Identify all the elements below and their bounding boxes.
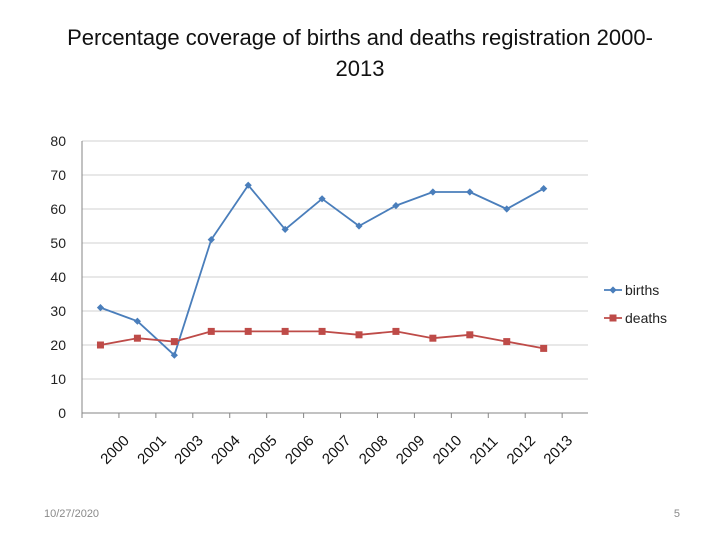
data-point-deaths <box>96 341 104 349</box>
data-point-births <box>318 195 326 203</box>
x-tick-label: 2011 <box>467 433 502 468</box>
legend-label-births: births <box>625 282 659 298</box>
data-point-deaths <box>133 334 141 342</box>
data-point-deaths <box>244 327 252 335</box>
y-tick-label: 40 <box>50 269 66 285</box>
slide-title-line-2: 2013 <box>335 56 385 81</box>
data-point-deaths <box>466 331 474 339</box>
y-tick-label: 30 <box>50 303 66 319</box>
x-tick-label: 2013 <box>540 432 576 468</box>
data-point-deaths <box>207 327 215 335</box>
x-tick-label: 2007 <box>319 432 355 468</box>
data-point-births <box>503 205 511 213</box>
x-tick-label: 2000 <box>97 432 133 468</box>
y-tick-label: 20 <box>50 337 66 353</box>
footer-date: 10/27/2020 <box>44 508 100 520</box>
data-point-deaths <box>281 327 289 335</box>
data-point-births <box>133 317 142 325</box>
data-point-births <box>244 181 252 189</box>
y-tick-label: 70 <box>50 167 66 183</box>
data-point-births <box>207 236 215 244</box>
y-tick-label: 50 <box>50 235 66 251</box>
x-tick-label: 2005 <box>245 432 281 468</box>
x-tick-label: 2003 <box>171 432 207 468</box>
y-tick-label: 0 <box>58 405 66 421</box>
data-point-deaths <box>355 331 363 339</box>
page-number: 5 <box>673 508 680 520</box>
x-tick-label: 2006 <box>282 432 318 468</box>
x-tick-label: 2001 <box>134 432 170 468</box>
slide-title-line-1: Percentage coverage of births and deaths… <box>67 25 653 50</box>
data-point-births <box>96 304 105 312</box>
data-point-births <box>466 188 474 196</box>
legend-marker-births <box>609 286 617 294</box>
slide-title: Percentage coverage of births and deaths… <box>40 22 680 84</box>
data-point-deaths <box>540 344 548 352</box>
data-point-births <box>540 185 548 193</box>
legend-label-deaths: deaths <box>625 310 667 326</box>
data-point-deaths <box>503 338 511 346</box>
data-point-births <box>355 222 363 230</box>
y-tick-label: 60 <box>50 201 66 217</box>
x-tick-label: 2010 <box>430 432 466 468</box>
data-point-deaths <box>170 338 178 346</box>
data-point-births <box>429 188 437 196</box>
data-point-births <box>170 351 178 359</box>
y-tick-label: 80 <box>50 133 66 149</box>
data-point-deaths <box>318 327 326 335</box>
x-tick-label: 2004 <box>208 432 244 468</box>
legend-marker-deaths <box>609 314 617 322</box>
data-point-births <box>281 225 289 233</box>
data-point-deaths <box>392 327 400 335</box>
x-tick-label: 2008 <box>356 432 392 468</box>
x-tick-label: 2012 <box>504 432 540 468</box>
y-tick-label: 10 <box>50 371 66 387</box>
x-tick-label: 2009 <box>393 432 429 468</box>
data-point-deaths <box>429 334 437 342</box>
data-point-births <box>392 202 400 210</box>
